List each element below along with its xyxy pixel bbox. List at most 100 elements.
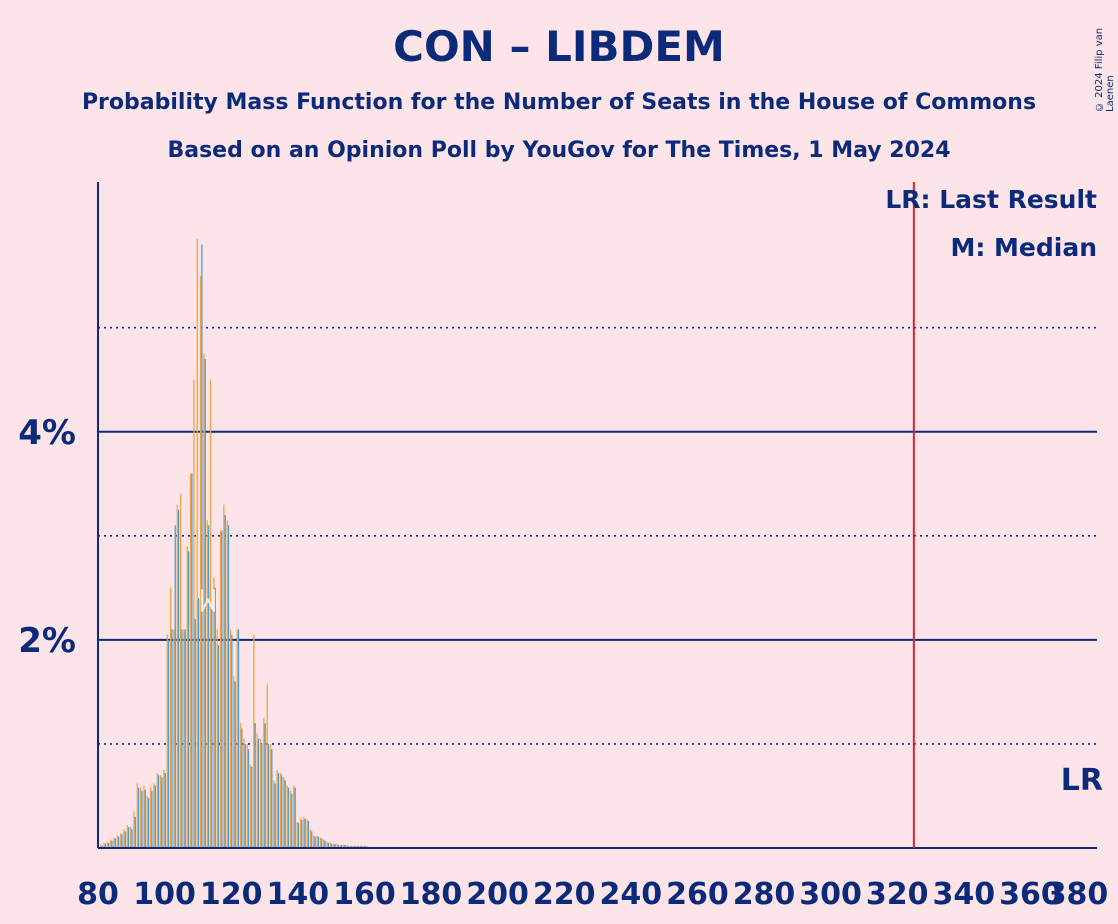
bar-orange xyxy=(163,769,165,848)
x-tick-label: 360 xyxy=(999,877,1062,912)
bar-orange xyxy=(120,833,122,848)
bar-orange xyxy=(353,845,355,848)
x-tick-label: 100 xyxy=(133,877,196,912)
bar-orange xyxy=(139,787,142,848)
bar-orange xyxy=(293,785,295,848)
bar-blue xyxy=(271,749,273,848)
bar-orange xyxy=(186,546,188,848)
bar-orange xyxy=(266,683,268,848)
bar-orange xyxy=(143,785,145,848)
bar-blue xyxy=(167,639,170,848)
bar-blue xyxy=(124,831,126,848)
x-tick-label: 300 xyxy=(799,877,862,912)
chart-subtitle: Probability Mass Function for the Number… xyxy=(81,90,1037,115)
bar-orange xyxy=(136,783,138,848)
bar-blue xyxy=(127,827,130,848)
bar-orange xyxy=(349,845,352,848)
bar-orange xyxy=(100,844,102,848)
bar-blue xyxy=(101,845,103,848)
bar-blue xyxy=(194,619,196,848)
bar-blue xyxy=(117,836,120,848)
bar-blue xyxy=(134,816,136,848)
bar-blue xyxy=(247,749,250,848)
bar-blue xyxy=(274,783,276,848)
bar-blue xyxy=(231,634,233,848)
bar-blue xyxy=(324,840,326,848)
x-tick-label: 280 xyxy=(733,877,796,912)
bar-blue xyxy=(281,775,283,848)
bar-orange xyxy=(273,780,275,848)
bar-blue xyxy=(207,525,210,848)
bar-orange xyxy=(233,676,235,848)
x-tick-label: 160 xyxy=(333,877,396,912)
bar-orange xyxy=(316,835,318,848)
bar-orange xyxy=(279,773,282,848)
bar-orange xyxy=(359,845,362,848)
bar-orange xyxy=(209,379,212,848)
bar-orange xyxy=(346,844,348,848)
bar-blue xyxy=(241,728,243,848)
bar-orange xyxy=(176,504,178,848)
bar-orange xyxy=(263,717,265,848)
bar-blue xyxy=(147,798,150,848)
bar-orange xyxy=(313,835,315,848)
bar-orange xyxy=(249,764,252,848)
legend-last-result: LR: Last Result xyxy=(885,185,1097,214)
bar-blue xyxy=(187,551,190,848)
bar-blue xyxy=(251,766,253,848)
bar-orange xyxy=(106,841,108,848)
bar-orange xyxy=(306,818,308,848)
bar-orange xyxy=(363,845,365,848)
y-tick-label: 4% xyxy=(18,413,76,453)
bar-orange xyxy=(269,743,272,848)
x-tick-label: 200 xyxy=(466,877,529,912)
bar-orange xyxy=(146,795,148,848)
bar-orange xyxy=(336,843,338,848)
bar-blue xyxy=(197,598,200,848)
bar-orange xyxy=(216,629,218,848)
x-tick-label: 380 xyxy=(1046,877,1109,912)
bar-blue xyxy=(191,473,193,848)
bar-blue xyxy=(267,743,270,848)
bar-blue xyxy=(354,845,356,848)
bar-orange xyxy=(276,769,278,848)
x-tick-label: 220 xyxy=(533,877,596,912)
chart-subtitle-source: Based on an Opinion Poll by YouGov for T… xyxy=(167,138,951,163)
bar-blue xyxy=(111,840,113,848)
bar-orange xyxy=(246,743,248,848)
bar-blue xyxy=(177,509,180,848)
bar-orange xyxy=(366,845,368,848)
x-tick-label: 340 xyxy=(932,877,995,912)
bar-orange xyxy=(333,843,335,848)
bar-blue xyxy=(217,645,220,848)
bar-orange xyxy=(229,629,232,848)
bar-orange xyxy=(236,629,238,848)
bar-blue xyxy=(157,775,160,848)
bar-blue xyxy=(351,845,353,848)
bar-blue xyxy=(211,608,213,848)
bar-orange xyxy=(339,844,342,848)
bar-blue xyxy=(364,845,366,848)
bar-orange xyxy=(213,577,215,848)
bar-orange xyxy=(196,239,198,848)
bar-blue xyxy=(104,843,106,848)
bar-blue xyxy=(317,836,320,848)
bar-orange xyxy=(189,473,192,848)
bar-blue xyxy=(314,836,316,848)
x-tick-label: 180 xyxy=(400,877,463,912)
bar-blue xyxy=(114,838,116,848)
bar-orange xyxy=(173,629,175,848)
bar-orange xyxy=(179,494,182,848)
bar-orange xyxy=(323,839,325,848)
bar-blue xyxy=(174,525,176,848)
bar-orange xyxy=(219,530,222,848)
bar-orange xyxy=(206,520,208,848)
bar-blue xyxy=(237,629,240,848)
bar-blue xyxy=(327,842,330,848)
x-tick-label: 240 xyxy=(599,877,662,912)
bar-orange xyxy=(110,839,112,848)
bar-blue xyxy=(107,842,110,848)
bar-blue xyxy=(221,530,223,848)
bar-blue xyxy=(294,787,296,848)
